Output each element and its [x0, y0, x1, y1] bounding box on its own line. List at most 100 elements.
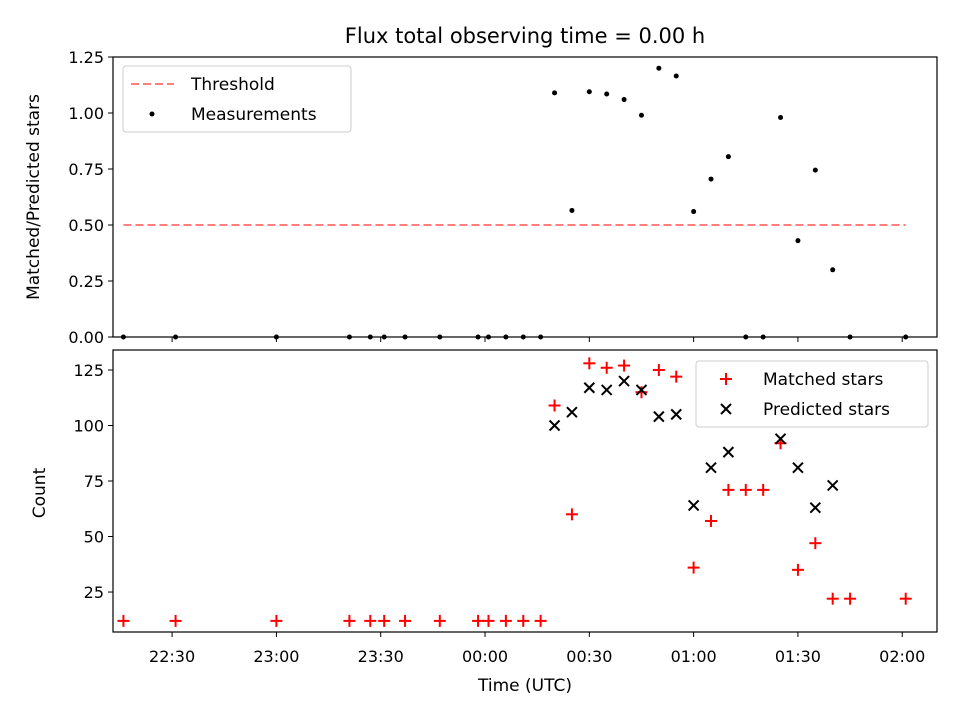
matched-star-point: [757, 483, 770, 496]
measurement-point: [604, 91, 610, 97]
matched-star-point: [739, 483, 752, 496]
predicted-star-point: [583, 382, 596, 394]
bottom-y-tick-label: 75: [84, 472, 104, 491]
predicted-star-point: [653, 410, 665, 423]
bottom-x-tick-label: 23:30: [358, 647, 404, 666]
predicted-star-point: [774, 433, 787, 445]
measurement-point: [725, 154, 731, 160]
matched-star-point: [343, 614, 356, 627]
top-y-ticks: 0.00 0.25 0.50 0.75 1.00 1.25: [68, 48, 113, 347]
predicted-star-point: [600, 384, 613, 396]
measurement-point: [586, 89, 592, 95]
matched-star-point: [687, 561, 700, 574]
top-y-tick-label: 1.00: [68, 104, 104, 123]
top-y-tick-label: 0.25: [68, 272, 104, 291]
measurement-point: [812, 167, 818, 173]
legend-predicted-swatch: [720, 403, 732, 415]
top-y-tick-label: 0.00: [68, 328, 104, 347]
bottom-x-tick-label: 01:00: [671, 647, 717, 666]
measurement-point: [638, 112, 644, 118]
matched-star-point: [791, 563, 804, 576]
measurement-point: [673, 73, 679, 79]
bottom-y-axis-label: Count: [30, 467, 50, 518]
bottom-x-tick-label: 00:30: [566, 647, 612, 666]
matched-star-point: [670, 370, 683, 383]
bottom-x-tick-label: 01:30: [775, 647, 821, 666]
measurement-point: [778, 114, 784, 120]
top-axes-frame: [112, 56, 938, 338]
bottom-plot-marks: [117, 357, 912, 627]
matched-star-point: [705, 514, 718, 527]
top-y-tick-label: 1.25: [68, 48, 104, 67]
x-axis-label: Time (UTC): [477, 676, 572, 696]
matched-star-point: [117, 614, 130, 627]
matched-star-point: [364, 614, 377, 627]
top-y-tick-label: 0.75: [68, 160, 104, 179]
matched-star-point: [809, 537, 822, 550]
predicted-star-point: [722, 446, 735, 458]
matched-star-point: [548, 399, 561, 412]
matched-star-point: [482, 614, 495, 627]
measurement-point: [569, 207, 575, 213]
measurement-point: [830, 267, 836, 273]
bottom-x-tick-label: 00:00: [462, 647, 508, 666]
predicted-star-point: [566, 406, 578, 418]
top-legend: Threshold Measurements: [122, 65, 352, 133]
predicted-star-point: [548, 419, 561, 432]
bottom-legend: Matched stars Predicted stars: [695, 360, 929, 428]
legend-matched-label: Matched stars: [763, 370, 883, 390]
bottom-y-tick-label: 100: [73, 416, 104, 435]
bottom-axes-frame: [112, 349, 938, 633]
legend-matched-swatch: [720, 373, 732, 385]
matched-star-point: [169, 614, 182, 627]
legend-threshold-label: Threshold: [190, 75, 275, 95]
legend-measurements-swatch: [149, 111, 155, 117]
predicted-star-point: [670, 408, 682, 421]
matched-star-point: [618, 359, 631, 372]
legend-measurements-label: Measurements: [191, 105, 317, 125]
matched-star-point: [472, 614, 485, 627]
matched-star-point: [844, 592, 857, 605]
matched-star-point: [399, 614, 412, 627]
measurement-point: [691, 209, 697, 215]
predicted-star-point: [635, 384, 648, 396]
measurement-point: [656, 65, 662, 71]
matched-star-point: [652, 363, 665, 376]
matched-star-point: [517, 614, 530, 627]
bottom-y-tick-label: 50: [84, 528, 104, 547]
bottom-x-ticks: 22:30 23:00 23:30 00:00 00:30 01:00 01:30 02:00: [149, 632, 925, 666]
measurement-point: [795, 238, 801, 244]
predicted-star-point: [792, 461, 804, 474]
bottom-legend-box: [695, 360, 929, 428]
matched-star-point: [499, 614, 512, 627]
top-panel: 0.00 0.25 0.50 0.75 1.00 1.25 Matched/Predict…: [24, 48, 938, 347]
matched-star-point: [899, 592, 912, 605]
bottom-y-ticks: 25 50 75 100 125: [73, 361, 113, 602]
top-y-axis-label: Matched/Predicted stars: [24, 94, 44, 300]
matched-star-point: [722, 483, 735, 496]
top-y-tick-label: 0.50: [68, 216, 104, 235]
predicted-star-point: [826, 479, 839, 492]
chart-title: Flux total observing time = 0.00 h: [345, 24, 705, 48]
matched-star-point: [635, 386, 648, 399]
matched-star-point: [534, 614, 547, 627]
bottom-panel: 25 50 75 100 125 22:30 23:00 23:30 00:00 00:30 01…: [30, 349, 938, 696]
predicted-star-point: [809, 501, 822, 514]
bottom-x-tick-label: 23:00: [253, 647, 299, 666]
measurement-point: [621, 97, 627, 103]
measurement-point: [708, 176, 714, 182]
predicted-star-point: [687, 499, 700, 512]
predicted-star-point: [618, 375, 630, 387]
bottom-x-tick-label: 02:00: [879, 647, 925, 666]
matched-star-point: [583, 357, 596, 370]
matched-star-point: [433, 614, 446, 627]
matched-star-point: [378, 614, 391, 627]
predicted-star-point: [705, 461, 717, 474]
matched-star-point: [600, 361, 613, 374]
matched-star-point: [565, 508, 578, 521]
bottom-y-tick-label: 25: [84, 583, 104, 602]
top-x-ticks: [171, 337, 903, 342]
legend-predicted-label: Predicted stars: [763, 400, 890, 420]
top-legend-box: [122, 65, 352, 133]
